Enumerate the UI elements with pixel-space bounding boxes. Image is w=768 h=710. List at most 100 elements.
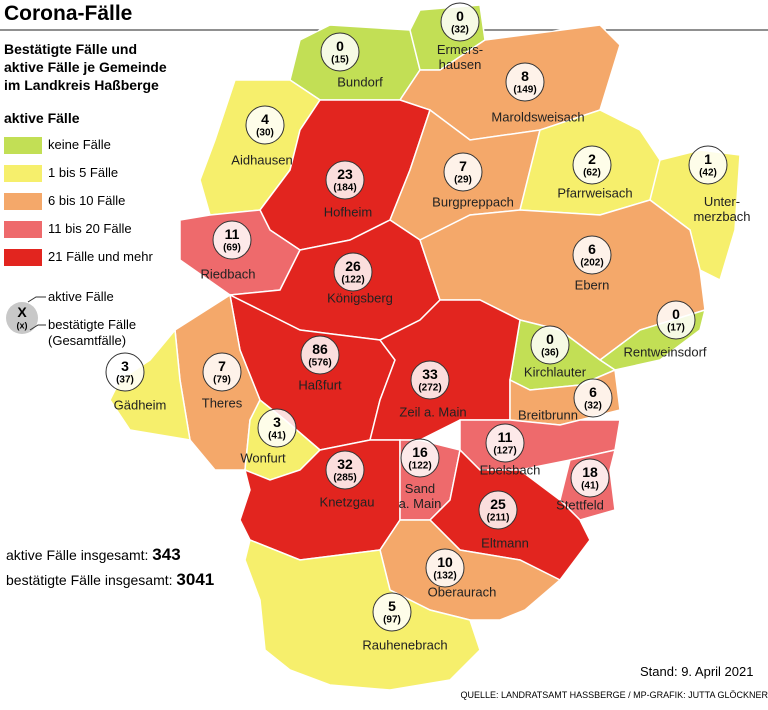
confirmed-cases: (32) bbox=[451, 24, 469, 36]
confirmed-cases: (17) bbox=[667, 322, 685, 334]
case-circle bbox=[485, 423, 525, 463]
case-circle bbox=[530, 325, 570, 365]
municipality-name: Haßfurt bbox=[298, 377, 342, 393]
municipality-name: Riedbach bbox=[200, 266, 256, 282]
total-label: bestätigte Fälle insgesamt: bbox=[6, 572, 173, 588]
case-circle bbox=[400, 438, 440, 478]
confirmed-cases: (42) bbox=[699, 167, 717, 179]
case-circle bbox=[202, 352, 242, 392]
active-cases: 0 bbox=[336, 38, 344, 54]
case-circle bbox=[425, 548, 465, 588]
confirmed-cases: (30) bbox=[256, 127, 274, 139]
active-cases: 7 bbox=[218, 358, 226, 374]
legend-swatch bbox=[4, 249, 42, 266]
case-circle bbox=[478, 490, 518, 530]
confirmed-cases: (184) bbox=[333, 182, 357, 194]
confirmed-cases: (32) bbox=[584, 400, 602, 412]
case-circle bbox=[333, 252, 373, 292]
confirmed-cases: (37) bbox=[116, 374, 134, 386]
confirmed-cases: (41) bbox=[268, 430, 286, 442]
key-label: bestätigte Fälle (Gesamtfälle) bbox=[48, 317, 137, 348]
case-circle bbox=[505, 62, 545, 102]
municipality-name: Sand a. Main bbox=[398, 481, 442, 511]
active-cases: 1 bbox=[704, 151, 712, 167]
municipality-name: Königsberg bbox=[327, 290, 393, 306]
key-symbol: X bbox=[17, 304, 27, 320]
municipality-name: Gädheim bbox=[113, 397, 167, 413]
municipality-name: Rentweinsdorf bbox=[623, 344, 707, 360]
date: Stand: 9. April 2021 bbox=[640, 664, 754, 679]
active-cases: 32 bbox=[337, 456, 353, 472]
municipality-name: Ebelsbach bbox=[479, 462, 541, 478]
legend-label: 1 bis 5 Fälle bbox=[48, 165, 119, 180]
case-circle bbox=[688, 145, 728, 185]
case-circle bbox=[440, 2, 480, 42]
active-cases: 2 bbox=[588, 151, 596, 167]
key-line bbox=[27, 296, 46, 303]
municipality-name: Rauhenebrach bbox=[362, 637, 448, 653]
key-label: aktive Fälle bbox=[48, 289, 114, 304]
municipality-name: Eltmann bbox=[481, 535, 529, 551]
case-circle bbox=[443, 152, 483, 192]
active-cases: 18 bbox=[582, 464, 598, 480]
confirmed-cases: (29) bbox=[454, 174, 472, 186]
case-circle bbox=[573, 378, 613, 418]
title: Corona-Fälle bbox=[4, 2, 133, 25]
municipality-name: Stettfeld bbox=[556, 497, 604, 513]
active-cases: 11 bbox=[224, 226, 240, 242]
case-circle bbox=[572, 235, 612, 275]
municipality-name: Aidhausen bbox=[231, 152, 293, 168]
case-circle bbox=[105, 352, 145, 392]
confirmed-cases: (202) bbox=[580, 257, 604, 269]
active-cases: 33 bbox=[422, 366, 438, 382]
confirmed-cases: (122) bbox=[341, 274, 365, 286]
total-label: aktive Fälle insgesamt: bbox=[6, 547, 149, 563]
active-cases: 23 bbox=[337, 166, 353, 182]
total-value: 3041 bbox=[176, 570, 215, 589]
municipality-name: Hofheim bbox=[323, 204, 373, 220]
total-value: 343 bbox=[152, 545, 181, 564]
municipality-name: Ermers- hausen bbox=[436, 42, 484, 72]
case-circle bbox=[245, 105, 285, 145]
confirmed-cases: (576) bbox=[308, 357, 332, 369]
active-cases: 5 bbox=[388, 598, 396, 614]
active-cases: 6 bbox=[588, 241, 596, 257]
confirmed-cases: (272) bbox=[418, 382, 442, 394]
case-circle bbox=[570, 458, 610, 498]
municipality-name: Theres bbox=[201, 395, 243, 411]
active-cases: 7 bbox=[459, 158, 467, 174]
active-cases: 3 bbox=[121, 358, 129, 374]
legend-label: 11 bis 20 Fälle bbox=[48, 221, 132, 236]
municipality-name: Wonfurt bbox=[240, 450, 286, 466]
municipality-name: Kirchlauter bbox=[523, 364, 587, 380]
confirmed-cases: (62) bbox=[583, 167, 601, 179]
active-cases: 26 bbox=[345, 258, 361, 274]
active-cases: 16 bbox=[412, 444, 428, 460]
active-cases: 10 bbox=[437, 554, 453, 570]
active-cases: 3 bbox=[273, 414, 281, 430]
case-circle bbox=[656, 300, 696, 340]
legend-swatch bbox=[4, 193, 42, 210]
legend-swatch bbox=[4, 165, 42, 182]
legend-swatch bbox=[4, 137, 42, 154]
case-circle bbox=[572, 145, 612, 185]
legend-label: 6 bis 10 Fälle bbox=[48, 193, 126, 208]
active-cases: 6 bbox=[589, 384, 597, 400]
confirmed-cases: (285) bbox=[333, 472, 357, 484]
municipality-name: Zeil a. Main bbox=[399, 404, 467, 420]
confirmed-cases: (36) bbox=[541, 347, 559, 359]
active-cases: 0 bbox=[546, 331, 554, 347]
legend-label: 21 Fälle und mehr bbox=[48, 249, 153, 264]
municipality-name: Pfarrweisach bbox=[557, 185, 633, 201]
confirmed-cases: (132) bbox=[433, 570, 457, 582]
source: QUELLE: LANDRATSAMT HASSBERGE / MP-GRAFI… bbox=[4, 690, 768, 700]
municipality-name: Ebern bbox=[574, 277, 610, 293]
legend-label: keine Fälle bbox=[48, 137, 111, 152]
active-cases: 8 bbox=[521, 68, 529, 84]
total-active: aktive Fälle insgesamt: 343 bbox=[6, 545, 181, 565]
municipality-area bbox=[244, 538, 481, 691]
confirmed-cases: (15) bbox=[331, 54, 349, 66]
case-circle bbox=[325, 450, 365, 490]
